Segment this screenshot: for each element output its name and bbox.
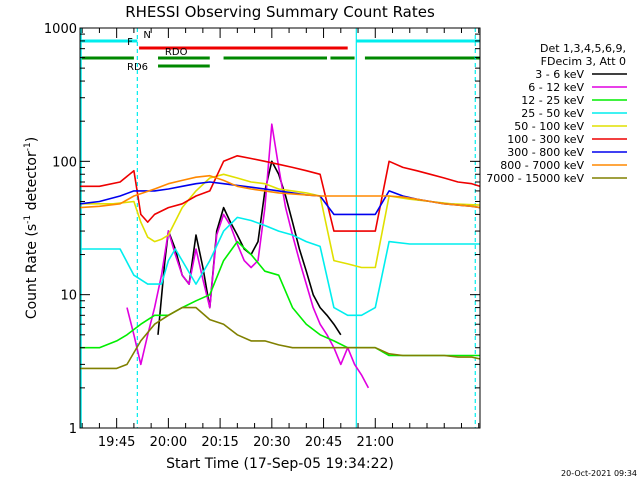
- y-axis: 1000 100 10 1: [44, 22, 480, 437]
- legend-header: Det 1,3,4,5,6,9,: [540, 42, 626, 55]
- x-tick-label: 20:00: [150, 435, 187, 450]
- series-line-8: [80, 306, 480, 370]
- observing-flags: NF RDO RD6: [80, 30, 481, 73]
- vertical-markers: [80, 28, 476, 428]
- legend-label: 800 - 7000 keV: [500, 159, 584, 172]
- series-line-4: [80, 173, 480, 269]
- legend-label: 7000 - 15000 keV: [486, 172, 584, 185]
- legend-label: 300 - 800 keV: [507, 146, 584, 159]
- legend: Det 1,3,4,5,6,9,FDecim 3, Att 03 - 6 keV…: [486, 42, 627, 185]
- y-axis-label-mid: detector: [24, 151, 40, 215]
- x-tick-label: 21:00: [357, 435, 394, 450]
- series-line-7: [80, 174, 480, 209]
- x-axis: 19:45 20:00 20:15 20:30 20:45 21:00: [81, 28, 480, 450]
- flag-label-f: F: [127, 37, 133, 48]
- legend-label: 100 - 300 keV: [507, 133, 584, 146]
- chart-title: RHESSI Observing Summary Count Rates: [125, 3, 435, 21]
- footer-timestamp: 20-Oct-2021 09:34: [561, 469, 637, 478]
- y-axis-label-sup1: -1: [23, 215, 33, 224]
- y-axis-label-main: Count Rate (s: [24, 224, 40, 319]
- legend-label: 3 - 6 keV: [535, 68, 584, 81]
- x-tick-label: 20:15: [201, 435, 238, 450]
- y-tick-label: 1: [69, 422, 77, 437]
- x-tick-label: 19:45: [98, 435, 135, 450]
- x-tick-label: 20:30: [253, 435, 290, 450]
- legend-label: 50 - 100 keV: [514, 120, 584, 133]
- y-tick-label: 100: [52, 155, 77, 170]
- legend-label: 6 - 12 keV: [528, 81, 584, 94]
- plot-frame: [79, 27, 481, 429]
- flag-label-n: N: [143, 30, 150, 41]
- x-tick-label: 20:45: [305, 435, 342, 450]
- y-axis-label: Count Rate (s-1 detector-1): [23, 137, 40, 319]
- legend-header: FDecim 3, Att 0: [541, 55, 626, 68]
- series-lines: [80, 123, 480, 389]
- y-axis-label-end: ): [24, 137, 40, 142]
- series-line-3: [80, 216, 480, 317]
- x-axis-label: Start Time (17-Sep-05 19:34:22): [166, 456, 394, 472]
- series-line-1: [126, 123, 370, 389]
- flag-label-rdo: RDO: [165, 47, 188, 58]
- y-tick-label: 10: [60, 289, 77, 304]
- series-line-5: [80, 155, 480, 232]
- flag-label-rd6: RD6: [127, 62, 148, 73]
- y-tick-label: 1000: [44, 22, 77, 37]
- legend-label: 12 - 25 keV: [521, 94, 584, 107]
- legend-label: 25 - 50 keV: [521, 107, 584, 120]
- y-axis-label-sup2: -1: [23, 142, 33, 151]
